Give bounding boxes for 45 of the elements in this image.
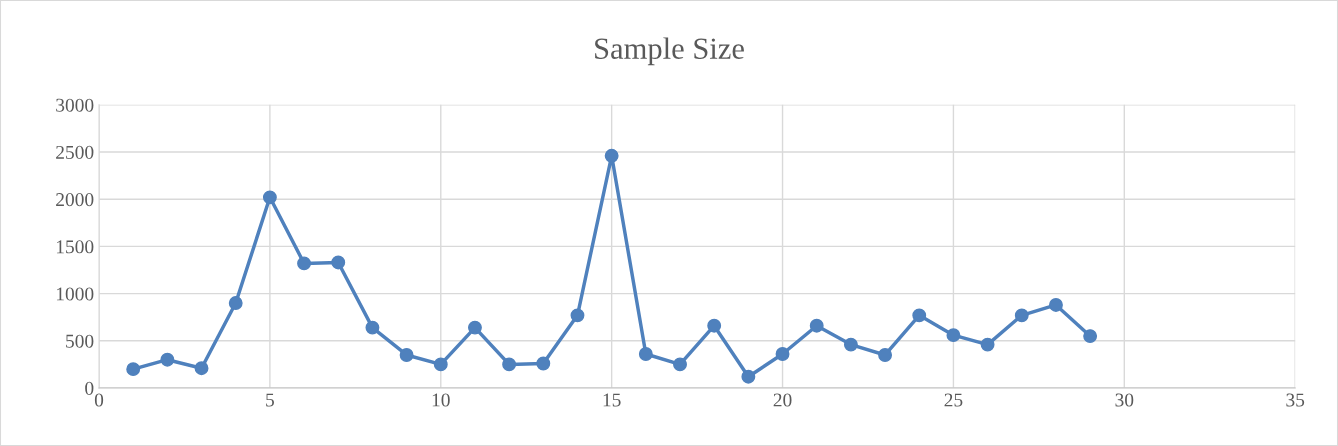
point: [1014, 308, 1029, 323]
point: [160, 352, 175, 367]
point: [468, 320, 482, 335]
point: [570, 308, 585, 323]
point: [604, 148, 619, 163]
point: [1083, 329, 1098, 344]
x-tick-label: 35: [1286, 393, 1305, 407]
y-tick-label: 1000: [56, 287, 94, 301]
x-tick-label: 10: [432, 393, 450, 407]
point: [194, 361, 209, 376]
point: [331, 255, 346, 270]
y-tick-label: 3000: [56, 98, 94, 112]
point: [707, 318, 722, 333]
y-tick-label: 1500: [56, 240, 94, 254]
point: [126, 362, 141, 377]
y-tick-label: 500: [66, 334, 94, 348]
point: [297, 256, 312, 271]
point: [980, 337, 995, 352]
y-tick-label: 0: [85, 381, 94, 395]
point: [809, 318, 824, 333]
point: [1049, 297, 1063, 312]
x-tick-label: 5: [266, 393, 274, 407]
y-tick-label: 2000: [56, 193, 94, 207]
point: [673, 357, 687, 372]
point: [638, 347, 653, 361]
point: [536, 356, 551, 371]
chart-title: Sample Size: [595, 37, 744, 66]
point: [399, 348, 414, 362]
x-tick-label: 0: [94, 393, 104, 407]
point: [365, 320, 380, 335]
point: [433, 357, 448, 372]
point: [502, 357, 517, 372]
x-tick-label: 25: [944, 393, 963, 407]
point: [843, 337, 858, 352]
point: [262, 190, 277, 205]
x-tick-label: 20: [773, 393, 792, 407]
x-tick-label: 15: [603, 393, 621, 407]
point: [878, 348, 893, 362]
y-tick-label: 2500: [56, 145, 94, 159]
point: [912, 308, 927, 323]
x-tick-label: 30: [1115, 393, 1134, 407]
point: [946, 328, 961, 343]
point: [228, 296, 243, 311]
point: [775, 347, 790, 361]
point: [741, 369, 756, 384]
